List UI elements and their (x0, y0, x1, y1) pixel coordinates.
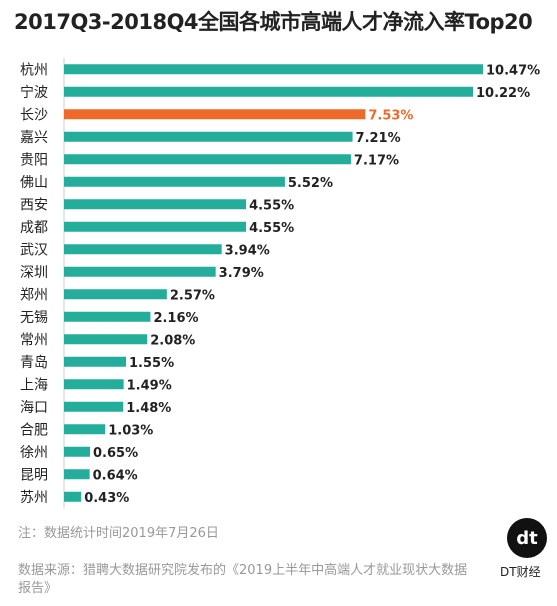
category-label: 上海 (20, 377, 48, 393)
data-source: 数据来源：猎聘大数据研究院发布的《2019上半年中高端人才就业现状大数据报告》 (18, 563, 468, 596)
category-label: 海口 (20, 400, 48, 416)
category-label: 郑州 (20, 287, 48, 303)
category-label: 贵阳 (20, 152, 48, 168)
value-label: 1.03% (108, 423, 153, 438)
value-label: 7.17% (354, 153, 399, 168)
bar (64, 64, 483, 75)
value-label: 2.16% (153, 311, 198, 326)
logo-name: DT财经 (500, 565, 541, 579)
value-label: 10.22% (476, 86, 530, 101)
bar (64, 334, 148, 345)
bar (64, 154, 351, 165)
bar (64, 469, 90, 480)
bar (64, 221, 247, 232)
value-label: 2.08% (150, 333, 195, 348)
category-label: 无锡 (20, 310, 48, 326)
category-label: 佛山 (20, 175, 48, 191)
bar (64, 244, 222, 255)
category-label: 长沙 (20, 107, 48, 123)
bar (64, 379, 124, 390)
value-label: 0.65% (93, 446, 138, 461)
value-label: 7.53% (368, 108, 413, 123)
category-label: 青岛 (20, 355, 48, 371)
bar (64, 491, 82, 502)
value-label: 7.21% (356, 131, 401, 146)
value-label: 1.48% (126, 401, 171, 416)
value-label: 0.43% (84, 491, 129, 506)
category-label: 杭州 (20, 62, 48, 78)
category-label: 成都 (20, 220, 48, 236)
value-label: 4.55% (249, 221, 294, 236)
bar (64, 289, 167, 300)
value-label: 5.52% (288, 176, 333, 191)
category-label: 常州 (20, 332, 48, 348)
bar (64, 86, 473, 97)
bar (64, 109, 366, 120)
value-label: 10.47% (486, 63, 540, 78)
category-label: 昆明 (20, 467, 48, 483)
bar (64, 176, 285, 187)
category-label: 宁波 (20, 84, 48, 101)
bar (64, 266, 216, 277)
bar (64, 424, 106, 435)
footnote: 注：数据统计时间2019年7月26日 (18, 526, 219, 541)
bar (64, 199, 247, 210)
value-label: 3.94% (225, 243, 270, 258)
bar (64, 401, 124, 412)
category-label: 合肥 (20, 422, 48, 438)
value-label: 4.55% (249, 198, 294, 213)
category-label: 徐州 (20, 445, 48, 461)
bar (64, 356, 127, 367)
bar-chart: 杭州 10.47% 宁波 10.22% 长沙 7.53% 嘉兴 7.21% 贵阳 7.17% 佛山 5… (20, 58, 540, 508)
value-label: 1.55% (129, 356, 174, 371)
value-label: 0.64% (93, 468, 138, 483)
category-label: 武汉 (20, 242, 48, 258)
dt-logo: dt (507, 518, 547, 558)
category-label: 嘉兴 (20, 130, 48, 146)
value-label: 3.79% (219, 266, 264, 281)
bar (64, 131, 353, 142)
category-label: 苏州 (20, 490, 48, 506)
value-label: 1.49% (127, 378, 172, 393)
bar (64, 311, 151, 322)
category-label: 深圳 (20, 265, 48, 281)
value-label: 2.57% (170, 288, 215, 303)
category-label: 西安 (20, 197, 48, 213)
bar (64, 446, 91, 457)
chart-title: 2017Q3-2018Q4全国各城市高端人才净流入率Top20 (14, 10, 533, 34)
